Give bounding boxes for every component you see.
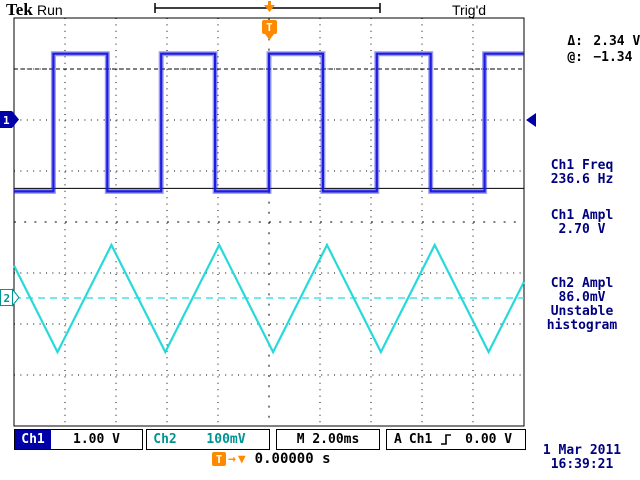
ch1-marker-pointer bbox=[12, 111, 19, 128]
trigger-flag-pointer bbox=[265, 34, 274, 40]
ch1-marker-label: 1 bbox=[3, 114, 10, 127]
ch1-chip: Ch1 bbox=[15, 430, 51, 449]
ch2-marker-label: 2 bbox=[4, 292, 11, 305]
delay-trigger-chip: T bbox=[212, 452, 226, 466]
trigger-position-arrow-icon bbox=[264, 5, 275, 12]
ch1-freq-readout: Ch1 Freq 236.6 Hz bbox=[526, 159, 638, 187]
ch2-ampl-label: Ch2 Ampl bbox=[550, 276, 614, 291]
ch2-ground-marker: 2 bbox=[0, 288, 20, 307]
ch1-trace bbox=[14, 52, 524, 193]
cursor-delta-readout: Δ: 2.34 V bbox=[536, 19, 640, 64]
trigger-position-stem bbox=[268, 1, 271, 6]
waveform-traces bbox=[13, 51, 525, 355]
time: 16:39:21 bbox=[550, 457, 614, 472]
at-value: −1.34 V bbox=[593, 50, 633, 65]
trigger-source: Ch1 bbox=[408, 432, 433, 447]
trigger-flag-label: T bbox=[266, 21, 273, 34]
trigger-mode: A bbox=[394, 432, 402, 447]
delay-marker-icon: ▼ bbox=[237, 451, 246, 467]
delta-label: Δ: bbox=[567, 34, 583, 49]
tek-logo: Tek bbox=[6, 0, 33, 19]
ch2-scale-box: Ch2 100mV bbox=[146, 429, 270, 450]
ch2-chip: Ch2 bbox=[153, 432, 177, 447]
trigger-slope-icon bbox=[441, 434, 452, 445]
ch2-scale-value: 100mV bbox=[206, 432, 246, 447]
ch1-marker-box bbox=[0, 111, 12, 128]
ch1-ampl-label: Ch1 Ampl bbox=[550, 208, 614, 223]
ch1-scale-value: 1.00 V bbox=[73, 432, 120, 447]
ch2-marker-pointer bbox=[12, 288, 20, 307]
ch2-ampl-note-1: Unstable bbox=[550, 304, 614, 319]
at-label: @: bbox=[567, 50, 583, 65]
ch1-scale-box: Ch1 1.00 V bbox=[14, 429, 143, 450]
delta-value: 2.34 V bbox=[593, 34, 640, 49]
timebase-value: M 2.00ms bbox=[296, 432, 360, 447]
datetime-readout: 1 Mar 2011 16:39:21 bbox=[528, 444, 636, 472]
date: 1 Mar 2011 bbox=[542, 443, 622, 458]
trigger-position-marker: T bbox=[262, 1, 277, 40]
trigger-info-box: A Ch1 0.00 V bbox=[386, 429, 526, 450]
ch2-ampl-value: 86.0mV bbox=[558, 290, 606, 305]
trigger-level-value: 0.00 V bbox=[465, 432, 513, 447]
timebase-box: M 2.00ms bbox=[276, 429, 380, 450]
delay-arrow-icon: → bbox=[228, 451, 236, 467]
cursor-at-readout: @: −1.34 V bbox=[536, 35, 640, 80]
ch1-freq-value: 236.6 Hz bbox=[550, 172, 614, 187]
ch2-trace bbox=[13, 242, 525, 355]
trigger-status: Trig'd bbox=[452, 2, 487, 18]
ch1-ampl-value: 2.70 V bbox=[558, 222, 606, 237]
horizontal-delay-readout: T → ▼ 0.00000 s bbox=[212, 451, 331, 467]
acquisition-status: Run bbox=[37, 2, 63, 18]
delay-value: 0.00000 s bbox=[254, 451, 331, 467]
trigger-level-arrow bbox=[526, 113, 536, 127]
graticule-grid bbox=[14, 18, 524, 426]
ch2-ampl-readout: Ch2 Ampl 86.0mV Unstable histogram bbox=[526, 277, 638, 333]
ch2-ampl-note-2: histogram bbox=[546, 318, 618, 333]
ch1-ground-marker: 1 bbox=[0, 111, 19, 128]
ch1-ampl-readout: Ch1 Ampl 2.70 V bbox=[526, 209, 638, 237]
trigger-flag-box bbox=[262, 20, 277, 34]
ch1-freq-label: Ch1 Freq bbox=[550, 158, 614, 173]
